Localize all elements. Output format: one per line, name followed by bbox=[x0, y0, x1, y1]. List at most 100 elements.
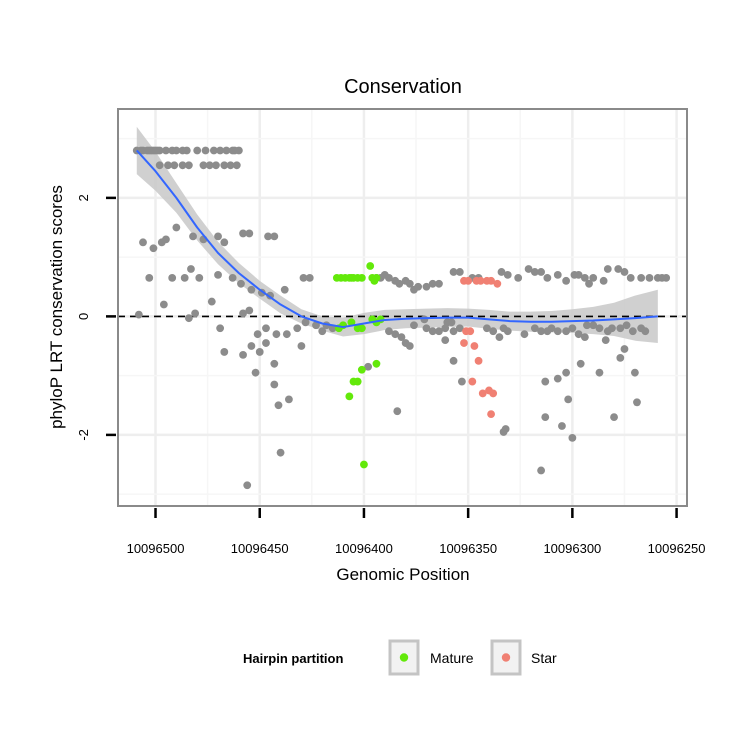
loess-fit-line bbox=[136, 149, 658, 329]
point-other bbox=[449, 327, 458, 336]
point-other bbox=[537, 327, 546, 336]
y-tick-label: 2 bbox=[76, 194, 91, 201]
point-other bbox=[574, 271, 583, 279]
x-tick-label: 10096450 bbox=[231, 541, 289, 556]
point-other bbox=[212, 161, 220, 170]
point-other bbox=[164, 161, 172, 170]
point-other bbox=[562, 276, 571, 285]
point-other bbox=[305, 273, 314, 282]
point-other bbox=[414, 282, 423, 291]
point-other bbox=[232, 161, 241, 170]
point-other bbox=[182, 146, 191, 155]
legend-dot-star bbox=[501, 653, 511, 662]
point-other bbox=[205, 161, 214, 170]
point-other bbox=[589, 273, 598, 282]
point-other bbox=[514, 273, 523, 282]
point-other bbox=[428, 279, 437, 288]
point-other bbox=[537, 466, 546, 475]
point-other bbox=[626, 273, 635, 282]
point-other bbox=[274, 401, 283, 410]
point-other bbox=[155, 161, 164, 170]
point-star bbox=[487, 410, 495, 419]
point-other bbox=[262, 339, 270, 347]
point-other bbox=[530, 268, 539, 276]
point-mature bbox=[366, 262, 375, 270]
point-other bbox=[630, 368, 639, 377]
point-other bbox=[149, 244, 158, 253]
point-other bbox=[270, 359, 279, 368]
point-star bbox=[474, 356, 483, 365]
point-other bbox=[489, 327, 498, 336]
point-other bbox=[245, 229, 254, 238]
axes: 10096500 10096450 10096400 10096350 10096300… bbox=[76, 194, 706, 556]
point-other bbox=[405, 342, 414, 350]
point-other bbox=[580, 333, 589, 342]
point-other bbox=[297, 342, 306, 350]
point-other bbox=[595, 324, 604, 333]
point-other bbox=[280, 285, 289, 294]
point-other bbox=[262, 324, 270, 333]
point-other bbox=[603, 265, 612, 273]
point-other bbox=[562, 327, 571, 336]
point-other bbox=[562, 368, 571, 377]
point-other bbox=[299, 273, 308, 282]
point-other bbox=[541, 377, 550, 386]
x-tick-label: 10096500 bbox=[127, 541, 185, 556]
point-other bbox=[410, 321, 418, 330]
point-other bbox=[364, 362, 373, 371]
point-other bbox=[614, 265, 623, 273]
point-other bbox=[282, 330, 291, 339]
point-other bbox=[247, 285, 256, 294]
point-other bbox=[558, 422, 566, 430]
point-other bbox=[608, 324, 616, 333]
point-other bbox=[134, 310, 143, 319]
x-axis-label: Genomic Position bbox=[336, 565, 469, 584]
legend-key-mature bbox=[388, 639, 420, 676]
point-other bbox=[537, 268, 546, 276]
point-mature bbox=[357, 365, 366, 374]
point-other bbox=[620, 345, 629, 353]
point-other bbox=[441, 324, 450, 333]
point-other bbox=[547, 324, 556, 333]
point-other bbox=[170, 161, 179, 170]
point-mature bbox=[357, 273, 366, 282]
point-other bbox=[637, 273, 646, 282]
point-other bbox=[184, 314, 193, 323]
point-other bbox=[449, 268, 458, 276]
point-mature bbox=[347, 318, 356, 327]
point-star bbox=[493, 279, 502, 288]
point-other bbox=[420, 315, 429, 324]
point-other bbox=[159, 300, 168, 309]
point-other bbox=[145, 273, 154, 282]
point-other bbox=[237, 279, 245, 288]
point-other bbox=[220, 238, 229, 247]
point-mature bbox=[372, 359, 381, 368]
point-other bbox=[216, 324, 225, 333]
y-tick-label: 0 bbox=[76, 313, 91, 320]
point-other bbox=[662, 273, 671, 282]
legend-dot-mature bbox=[399, 653, 409, 662]
point-other bbox=[585, 279, 593, 288]
point-other bbox=[222, 146, 231, 155]
point-other bbox=[645, 273, 654, 282]
point-other bbox=[184, 161, 193, 170]
points-layer bbox=[132, 146, 671, 490]
point-other bbox=[405, 279, 414, 288]
point-other bbox=[543, 273, 552, 282]
point-other bbox=[228, 273, 237, 282]
point-other bbox=[195, 273, 204, 282]
point-star bbox=[478, 389, 487, 398]
point-other bbox=[393, 407, 402, 416]
chart-title: Conservation bbox=[344, 76, 462, 98]
legend-label-star: Star bbox=[531, 650, 557, 666]
point-other bbox=[312, 321, 320, 330]
point-other bbox=[628, 327, 637, 336]
point-other bbox=[601, 336, 610, 344]
point-other bbox=[172, 146, 181, 155]
point-other bbox=[189, 232, 197, 241]
point-other bbox=[191, 309, 200, 318]
point-other bbox=[168, 273, 177, 282]
fit-line-layer bbox=[136, 149, 658, 329]
point-star bbox=[476, 276, 485, 285]
